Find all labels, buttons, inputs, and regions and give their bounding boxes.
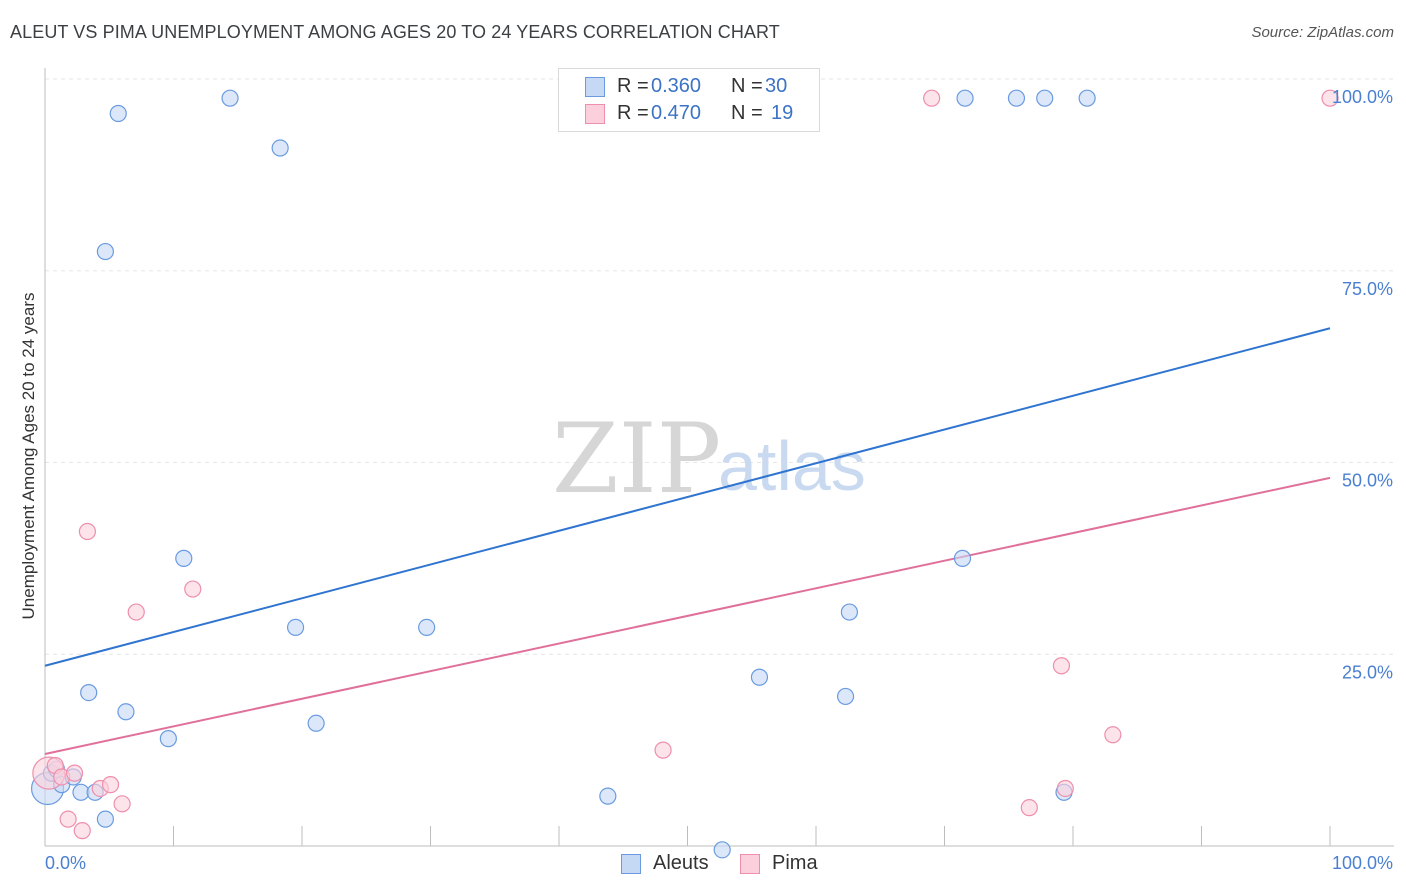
aleut-trend-line <box>44 327 1331 667</box>
pima-point <box>101 776 120 794</box>
aleut-point <box>713 841 731 859</box>
pima-point <box>65 764 84 782</box>
pima-point <box>113 795 131 813</box>
pima-point <box>1020 799 1038 817</box>
pima-swatch <box>585 104 605 124</box>
aleut-point <box>956 89 974 107</box>
aleut-point <box>221 89 239 107</box>
aleut-point <box>175 549 193 567</box>
trend-layer <box>44 327 1331 755</box>
chart-title: ALEUT VS PIMA UNEMPLOYMENT AMONG AGES 20… <box>10 22 780 42</box>
aleuts-swatch <box>585 77 605 97</box>
pima-legend-label: Pima <box>772 852 818 874</box>
aleut-point <box>418 618 436 637</box>
watermark-zip: ZIP <box>552 403 721 515</box>
aleut-point <box>750 668 769 686</box>
aleut-point <box>159 730 177 748</box>
source-label: Source: ZipAtlas.com <box>1251 24 1394 41</box>
n-label: N = <box>731 102 763 124</box>
y-tick-label: 50.0% <box>1342 471 1393 491</box>
y-axis-label: Unemployment Among Ages 20 to 24 years <box>19 293 38 620</box>
pima-point <box>78 522 97 541</box>
aleut-point <box>1036 89 1054 107</box>
grid-layer <box>45 78 1395 655</box>
label-layer: 25.0% 50.0% 75.0% 100.0% 0.0% 100.0% <box>45 87 1393 873</box>
pima-legend-swatch <box>740 854 760 874</box>
aleut-point <box>1078 89 1096 107</box>
pima-trend-line <box>44 476 1331 755</box>
aleut-point <box>271 139 289 157</box>
aleut-point <box>80 683 98 702</box>
aleut-point <box>96 242 114 261</box>
y-tick-label: 25.0% <box>1342 662 1393 682</box>
aleut-point <box>109 104 127 123</box>
aleut-point <box>953 549 972 567</box>
aleut-point <box>307 714 325 732</box>
watermark-atlas: atlas <box>718 427 866 505</box>
aleut-point <box>836 687 855 706</box>
watermark: ZIP atlas <box>552 403 866 515</box>
points-layer <box>30 89 1339 859</box>
pima-point <box>1056 779 1074 798</box>
y-tick-label: 75.0% <box>1342 279 1393 299</box>
x-tick-label: 100.0% <box>1332 853 1393 873</box>
pima-point <box>184 580 202 598</box>
pima-point <box>654 741 672 759</box>
pima-point <box>73 822 91 840</box>
stats-legend: R = 0.360 N = 30 R = 0.470 N = 19 <box>558 68 820 132</box>
pima-point <box>923 89 941 107</box>
pima-r-value: 0.470 <box>651 102 702 124</box>
n-label: N = <box>731 75 763 97</box>
aleut-point <box>1007 89 1026 107</box>
pima-point <box>59 810 77 828</box>
pima-point <box>1104 726 1122 744</box>
r-label: R = <box>617 75 649 97</box>
x-tick-label: 0.0% <box>45 853 86 873</box>
aleuts-r-value: 0.360 <box>651 75 702 97</box>
aleut-point <box>840 603 859 621</box>
aleut-point <box>286 618 305 637</box>
pima-point <box>127 603 145 621</box>
pima-point <box>1052 657 1071 675</box>
aleuts-legend-label: Aleuts <box>653 852 709 874</box>
aleut-point <box>96 810 114 828</box>
pima-n-value: 19 <box>771 102 794 124</box>
pima-point <box>1321 89 1339 107</box>
aleuts-legend-swatch <box>621 854 641 874</box>
aleut-point <box>599 787 617 805</box>
r-label: R = <box>617 102 649 124</box>
aleuts-n-value: 30 <box>765 75 788 97</box>
y-tick-label: 100.0% <box>1332 87 1393 107</box>
aleut-point <box>117 703 135 721</box>
